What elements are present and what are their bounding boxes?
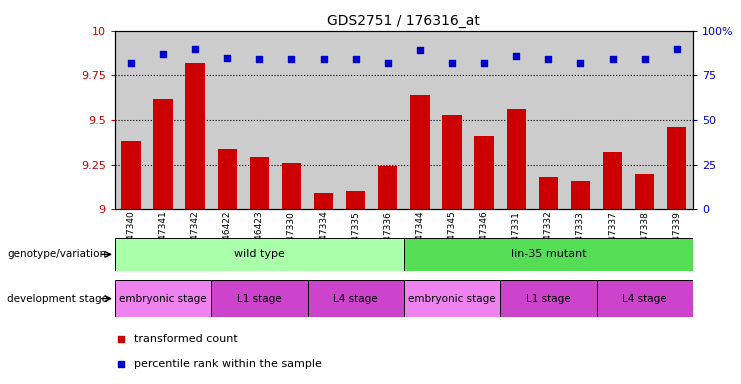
Bar bbox=[211, 31, 243, 209]
Point bbox=[157, 51, 169, 57]
Bar bbox=[153, 99, 173, 209]
Text: L1 stage: L1 stage bbox=[237, 293, 282, 304]
Bar bbox=[185, 63, 205, 209]
Text: wild type: wild type bbox=[234, 249, 285, 260]
Bar bbox=[308, 280, 404, 317]
Point bbox=[607, 56, 619, 62]
Bar bbox=[372, 31, 404, 209]
Bar bbox=[218, 149, 237, 209]
Point bbox=[116, 336, 127, 342]
Bar bbox=[211, 280, 308, 317]
Point bbox=[511, 53, 522, 59]
Bar bbox=[147, 31, 179, 209]
Point bbox=[639, 56, 651, 62]
Bar bbox=[565, 31, 597, 209]
Bar bbox=[122, 141, 141, 209]
Bar bbox=[667, 127, 686, 209]
Text: development stage: development stage bbox=[7, 293, 108, 304]
Point bbox=[253, 56, 265, 62]
Bar bbox=[532, 31, 565, 209]
Bar bbox=[661, 31, 693, 209]
Point bbox=[222, 55, 233, 61]
Bar bbox=[276, 31, 308, 209]
Bar bbox=[308, 31, 339, 209]
Bar bbox=[474, 136, 494, 209]
Bar bbox=[378, 166, 397, 209]
Bar bbox=[115, 31, 147, 209]
Bar bbox=[404, 238, 693, 271]
Bar bbox=[468, 31, 500, 209]
Point bbox=[414, 47, 426, 53]
Text: L1 stage: L1 stage bbox=[526, 293, 571, 304]
Point bbox=[542, 56, 554, 62]
Bar bbox=[603, 152, 622, 209]
Point bbox=[125, 60, 137, 66]
Bar bbox=[250, 157, 269, 209]
Bar bbox=[179, 31, 211, 209]
Text: L4 stage: L4 stage bbox=[333, 293, 378, 304]
Point bbox=[671, 45, 682, 51]
Bar bbox=[436, 31, 468, 209]
Text: embryonic stage: embryonic stage bbox=[408, 293, 496, 304]
Bar bbox=[500, 31, 532, 209]
Point bbox=[116, 361, 127, 367]
Bar bbox=[346, 192, 365, 209]
Bar bbox=[442, 115, 462, 209]
Title: GDS2751 / 176316_at: GDS2751 / 176316_at bbox=[328, 14, 480, 28]
Bar bbox=[500, 280, 597, 317]
Bar bbox=[539, 177, 558, 209]
Bar bbox=[635, 174, 654, 209]
Text: transformed count: transformed count bbox=[134, 334, 238, 344]
Bar bbox=[597, 31, 628, 209]
Bar bbox=[597, 280, 693, 317]
Text: percentile rank within the sample: percentile rank within the sample bbox=[134, 359, 322, 369]
Point bbox=[189, 45, 201, 51]
Point bbox=[382, 60, 393, 66]
Point bbox=[446, 60, 458, 66]
Point bbox=[318, 56, 330, 62]
Point bbox=[285, 56, 297, 62]
Bar bbox=[243, 31, 276, 209]
Bar bbox=[628, 31, 661, 209]
Bar bbox=[411, 95, 430, 209]
Bar bbox=[115, 238, 404, 271]
Point bbox=[574, 60, 586, 66]
Bar bbox=[404, 31, 436, 209]
Text: lin-35 mutant: lin-35 mutant bbox=[511, 249, 586, 260]
Bar bbox=[282, 163, 301, 209]
Point bbox=[478, 60, 490, 66]
Bar bbox=[314, 193, 333, 209]
Bar bbox=[339, 31, 372, 209]
Text: genotype/variation: genotype/variation bbox=[8, 249, 107, 260]
Text: L4 stage: L4 stage bbox=[622, 293, 667, 304]
Bar bbox=[507, 109, 526, 209]
Bar bbox=[571, 181, 590, 209]
Point bbox=[350, 56, 362, 62]
Text: embryonic stage: embryonic stage bbox=[119, 293, 207, 304]
Bar bbox=[115, 280, 211, 317]
Bar bbox=[404, 280, 500, 317]
